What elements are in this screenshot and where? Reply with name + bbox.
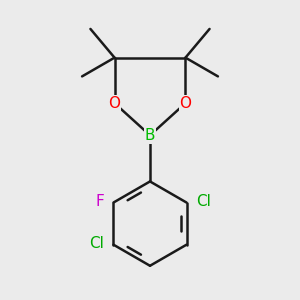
Text: O: O xyxy=(179,96,191,111)
Text: F: F xyxy=(95,194,104,209)
Text: Cl: Cl xyxy=(196,194,211,209)
Text: Cl: Cl xyxy=(89,236,104,251)
Text: O: O xyxy=(109,96,121,111)
Text: B: B xyxy=(145,128,155,143)
